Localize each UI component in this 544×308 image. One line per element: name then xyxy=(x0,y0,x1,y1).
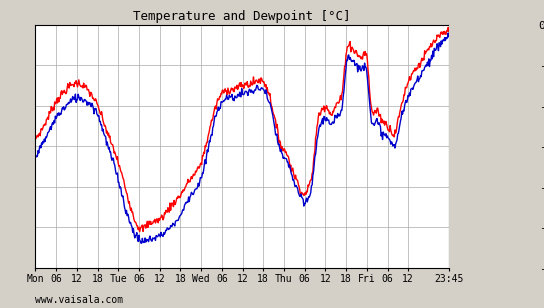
Text: www.vaisala.com: www.vaisala.com xyxy=(35,295,123,305)
Title: Temperature and Dewpoint [°C]: Temperature and Dewpoint [°C] xyxy=(133,10,351,23)
